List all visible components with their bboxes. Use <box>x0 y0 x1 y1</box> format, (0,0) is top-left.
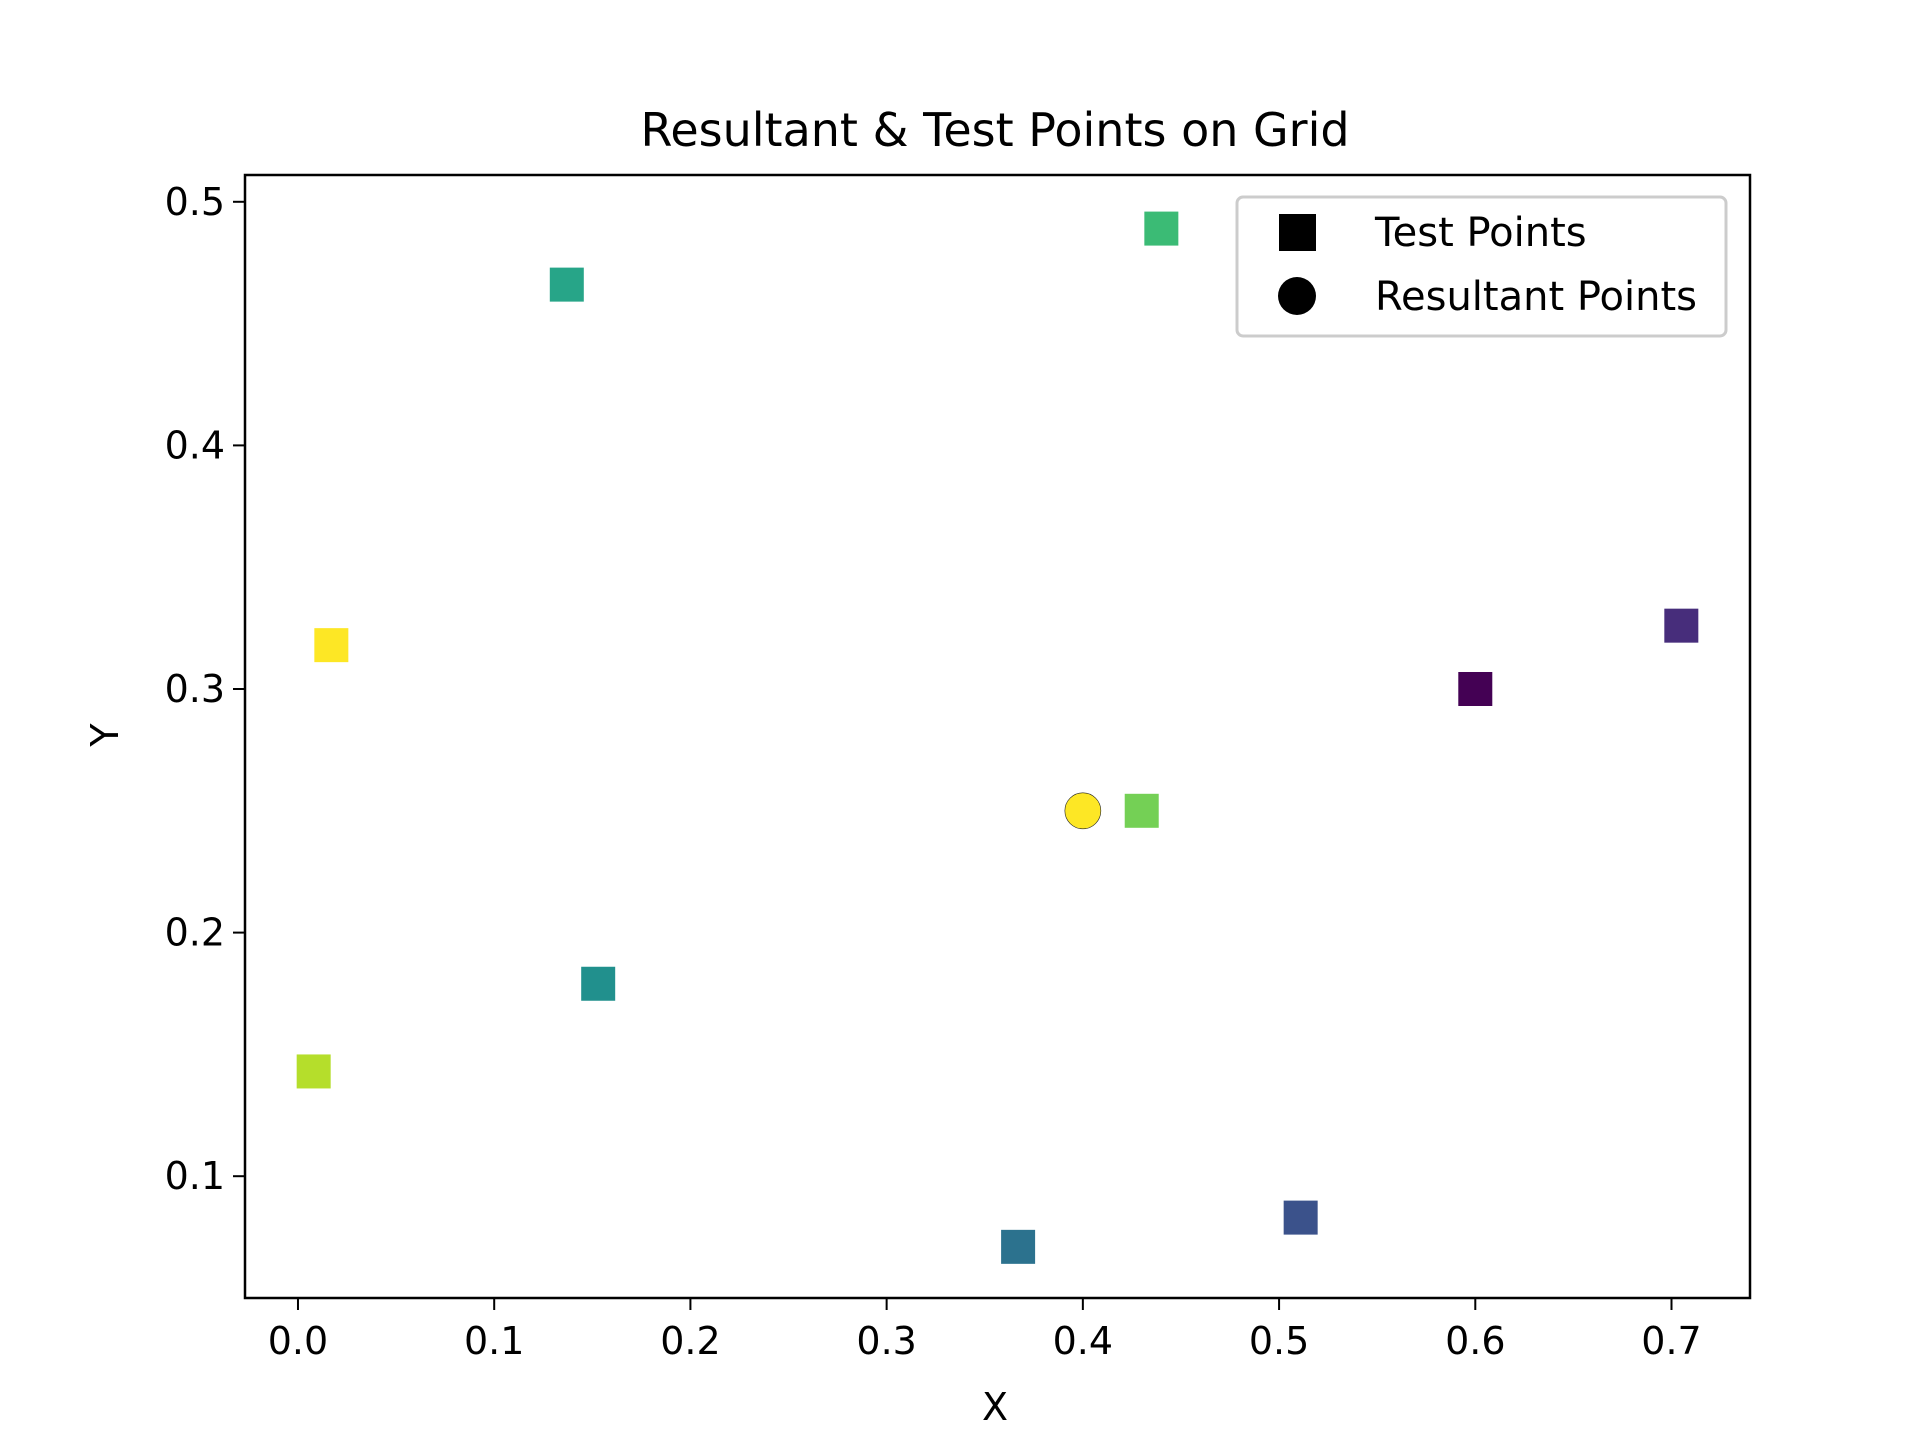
x-tick-label: 0.3 <box>856 1319 916 1363</box>
legend-circle-marker <box>1278 277 1316 315</box>
chart-title: Resultant & Test Points on Grid <box>640 103 1349 157</box>
x-tick-label: 0.5 <box>1249 1319 1309 1363</box>
legend: Test Points Resultant Points <box>1235 195 1728 338</box>
test-point-marker <box>1124 793 1159 828</box>
y-tick-label: 0.3 <box>165 667 225 711</box>
test-point-marker <box>1144 211 1179 246</box>
legend-label-test-points: Test Points <box>1374 210 1587 256</box>
x-tick-label: 0.4 <box>1053 1319 1113 1363</box>
y-tick-label: 0.4 <box>165 423 225 467</box>
legend-square-marker <box>1279 214 1316 251</box>
axes-frame <box>243 173 1752 1300</box>
y-tick-label: 0.2 <box>165 911 225 955</box>
x-tick-label: 0.7 <box>1641 1319 1701 1363</box>
resultant-point-marker <box>1064 792 1102 830</box>
test-point-marker <box>296 1054 331 1089</box>
test-point-marker <box>549 267 584 302</box>
test-point-marker <box>1283 1200 1318 1235</box>
test-point-marker <box>1458 671 1493 706</box>
y-tick-label: 0.1 <box>165 1154 225 1198</box>
x-tick-label: 0.6 <box>1445 1319 1505 1363</box>
x-axis-label: X <box>982 1385 1008 1429</box>
test-point-marker <box>581 966 616 1001</box>
test-point-marker <box>1664 608 1699 643</box>
y-tick-label: 0.5 <box>165 180 225 224</box>
y-axis-label: Y <box>83 723 127 748</box>
legend-label-resultant-points: Resultant Points <box>1375 274 1697 320</box>
x-tick-label: 0.0 <box>268 1319 328 1363</box>
plot-area: 0.0 0.1 0.2 0.3 0.4 0.5 0.6 0.7 0.1 0.2 0.3 0.4 0.5 <box>165 173 1752 1363</box>
test-point-marker <box>1001 1229 1036 1264</box>
x-tick-label: 0.2 <box>660 1319 720 1363</box>
x-tick-label: 0.1 <box>464 1319 524 1363</box>
test-point-marker <box>314 628 349 663</box>
legend-box <box>1235 195 1728 338</box>
